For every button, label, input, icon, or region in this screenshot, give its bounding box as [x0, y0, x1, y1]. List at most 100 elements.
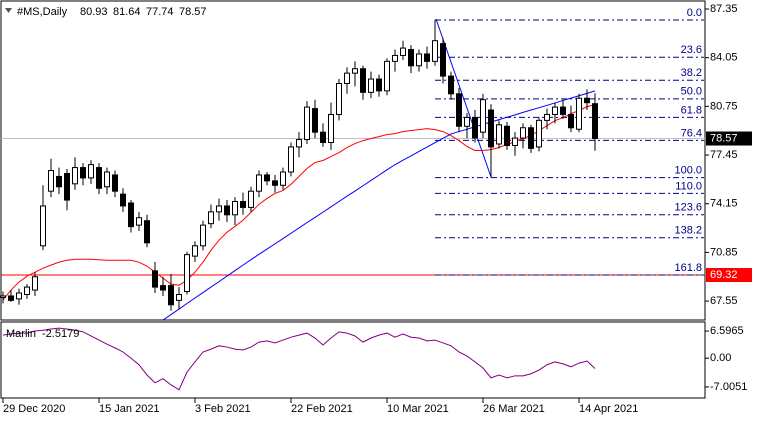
candle-body	[504, 125, 510, 146]
candle-body	[80, 167, 86, 179]
fib-level-label: 50.0	[681, 86, 702, 98]
candle-body	[432, 40, 438, 62]
candle-body	[224, 205, 230, 216]
candle-body	[512, 137, 518, 146]
candle-body	[0, 295, 6, 298]
candle-body	[560, 106, 566, 115]
indicator-title: Marlin	[6, 328, 36, 340]
candle-body	[472, 116, 478, 139]
candle-body	[216, 205, 222, 213]
main-panel-frame	[0, 0, 706, 321]
candle-body	[392, 54, 398, 62]
fib-level-label: 23.6	[681, 44, 702, 56]
candle-body	[144, 220, 150, 244]
candle-body	[384, 60, 390, 92]
candle-body	[400, 47, 406, 56]
candle-body	[152, 270, 158, 288]
candle-body	[336, 82, 342, 115]
candle-body	[184, 254, 190, 293]
candle-body	[120, 193, 126, 207]
candle-body	[528, 127, 534, 149]
fib-level-label: 61.8	[681, 104, 702, 116]
y-tick-label: -7.0051	[710, 381, 747, 393]
candle-body	[568, 113, 574, 129]
fib-level-label: 110.0	[675, 180, 702, 192]
x-tick-label: 3 Feb 2021	[195, 403, 251, 415]
candle-body	[304, 106, 310, 141]
candle-body	[360, 68, 366, 93]
last-price-label: 78.57	[710, 132, 738, 144]
candle-body	[456, 93, 462, 127]
candle-body	[16, 292, 22, 300]
fib-level-label: 138.2	[674, 225, 702, 237]
moving-average-line	[2, 104, 596, 301]
candle-body	[32, 276, 38, 291]
candle-body	[208, 211, 214, 225]
candle-body	[64, 172, 70, 201]
candle-body	[160, 285, 166, 291]
y-tick-label: 0.00	[710, 352, 731, 364]
candle-body	[176, 293, 182, 301]
x-tick-label: 29 Dec 2020	[3, 403, 65, 415]
candle-body	[240, 201, 246, 208]
candle-body	[48, 170, 54, 192]
menu-icon	[5, 8, 12, 13]
candle-body	[448, 75, 454, 95]
fib-level-label: 100.0	[674, 165, 702, 177]
candle-body	[232, 201, 238, 216]
y-tick-label: 6.5965	[710, 325, 744, 337]
header-close: 78.57	[179, 6, 207, 18]
indicator-value: -2.5179	[42, 328, 79, 340]
price-box-label: 69.32	[710, 269, 738, 281]
moving-average-line	[162, 90, 596, 321]
candle-body	[320, 131, 326, 143]
fib-level-label: 38.2	[681, 67, 702, 79]
candle-body	[24, 286, 30, 295]
fib-level-label: 0.0	[687, 7, 702, 19]
x-tick-label: 22 Feb 2021	[291, 403, 353, 415]
y-tick-label: 84.05	[710, 52, 738, 64]
y-tick-label: 87.35	[710, 3, 738, 15]
candle-body	[352, 68, 358, 74]
candle-body	[552, 106, 558, 115]
candle-body	[592, 103, 598, 140]
candle-body	[72, 167, 78, 185]
header-open: 80.93	[80, 6, 108, 18]
y-tick-label: 70.85	[710, 246, 738, 258]
candle-body	[8, 295, 14, 301]
header-high: 81.64	[113, 6, 141, 18]
candle-body	[328, 113, 334, 143]
candle-body	[536, 119, 542, 148]
candle-body	[288, 146, 294, 173]
y-tick-label: 80.75	[710, 100, 738, 112]
y-tick-label: 77.45	[710, 149, 738, 161]
candle-body	[248, 190, 254, 208]
x-tick-label: 14 Apr 2021	[579, 403, 638, 415]
candle-body	[376, 78, 382, 92]
fib-level-label: 123.6	[674, 202, 702, 214]
candle-body	[480, 99, 486, 133]
x-tick-label: 15 Jan 2021	[99, 403, 160, 415]
candle-body	[112, 174, 118, 192]
x-tick-label: 26 Mar 2021	[483, 403, 545, 415]
candle-body	[424, 53, 430, 62]
candle-body	[104, 171, 110, 188]
candle-body	[368, 78, 374, 93]
candle-body	[488, 109, 494, 148]
candle-body	[344, 72, 350, 84]
candle-body	[168, 285, 174, 306]
candle-body	[280, 171, 286, 186]
candle-body	[264, 174, 270, 182]
candle-body	[576, 97, 582, 130]
candle-body	[192, 245, 198, 257]
candle-body	[296, 139, 302, 148]
last-price-box	[706, 131, 752, 146]
candle-body	[496, 124, 502, 145]
candle-body	[440, 43, 446, 77]
price-box	[706, 267, 752, 282]
candle-body	[312, 108, 318, 133]
candle-body	[464, 116, 470, 127]
x-tick-label: 10 Mar 2021	[387, 403, 449, 415]
